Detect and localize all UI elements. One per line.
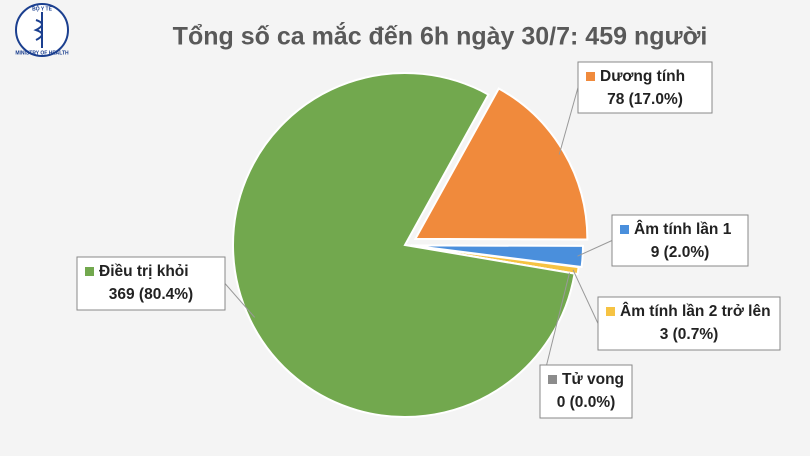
pie-slice (413, 87, 589, 241)
value-label: 3 (0.7%) (660, 326, 719, 343)
value-label: 78 (17.0%) (607, 91, 683, 108)
chart-title: Tổng số ca mắc đến 6h ngày 30/7: 459 ngư… (173, 21, 708, 51)
category-label: Dương tính (600, 68, 685, 85)
leader-line (224, 283, 256, 318)
logo: BỘ Y TẾ MINISTRY OF HEALTH (15, 3, 69, 57)
label-box (597, 296, 781, 351)
legend-swatch (606, 307, 615, 316)
value-label: 0 (0.0%) (557, 394, 616, 411)
logo-bottom: MINISTRY OF HEALTH (15, 50, 69, 56)
logo-symbol (33, 12, 43, 48)
leader-line (577, 240, 613, 257)
legend-swatch (85, 267, 94, 276)
label-box (611, 214, 749, 267)
legend-swatch (548, 375, 557, 384)
pie-slice (232, 72, 576, 418)
leader-line (558, 87, 579, 155)
label-box (76, 256, 226, 311)
category-label: Điều trị khỏi (99, 263, 189, 280)
logo-top: BỘ Y TẾ (32, 4, 52, 12)
label-box (539, 364, 633, 419)
label-box (577, 61, 713, 114)
legend-swatch (620, 225, 629, 234)
category-label: Tử vong (562, 371, 624, 388)
legend-swatch (586, 72, 595, 81)
leader-line (572, 269, 599, 324)
category-label: Âm tính lần 2 trở lên (620, 302, 771, 320)
value-label: 369 (80.4%) (109, 286, 193, 303)
category-label: Âm tính lần 1 (634, 220, 732, 238)
value-label: 9 (2.0%) (651, 244, 710, 261)
